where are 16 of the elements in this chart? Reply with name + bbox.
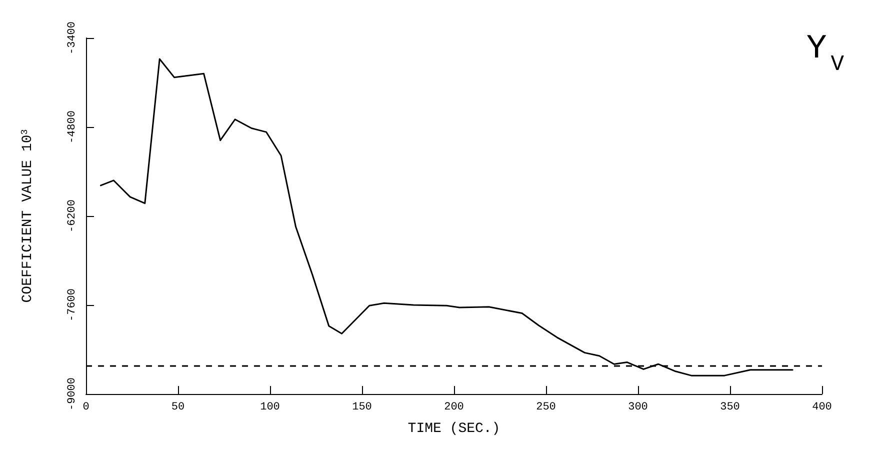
x-tick-label: 150 [352, 402, 372, 414]
y-tick-label: -7600 [66, 288, 78, 322]
y-tick-label: -6200 [66, 199, 78, 233]
x-tick-label: 250 [536, 402, 556, 414]
y-axis-title: COEFFICIENT VALUE 103 [19, 129, 36, 303]
x-tick-label: 100 [260, 402, 280, 414]
x-tick-label: 200 [444, 402, 464, 414]
x-tick-label: 400 [812, 402, 832, 414]
y-tick-label: -9000 [66, 377, 78, 411]
y-tick-label: -4800 [66, 110, 78, 144]
x-axis-title: TIME (SEC.) [408, 421, 500, 437]
x-tick-label: 50 [171, 402, 185, 414]
x-tick-label: 350 [720, 402, 740, 414]
y-tick-label: -3400 [66, 21, 78, 55]
x-tick-label: 0 [82, 402, 90, 414]
x-tick-label: 300 [628, 402, 648, 414]
